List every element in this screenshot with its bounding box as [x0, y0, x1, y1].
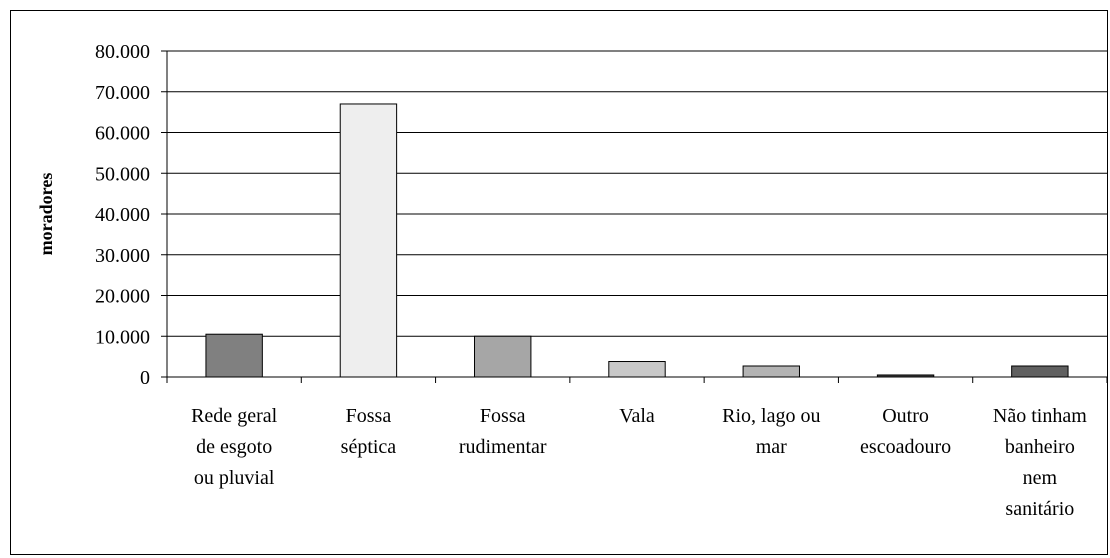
y-tick-label: 30.000: [95, 245, 150, 267]
y-tick-label: 40.000: [95, 204, 150, 226]
bar: [608, 361, 666, 378]
y-tick-label: 60.000: [95, 123, 150, 145]
y-tick-label: 10.000: [95, 326, 150, 348]
x-tick-label: Fossa: [346, 405, 392, 427]
x-tick-label: banheiro: [1005, 436, 1075, 458]
y-axis-label: moradores: [36, 173, 56, 256]
x-tick-label: nem: [1023, 467, 1058, 489]
x-tick-label: de esgoto: [196, 436, 272, 458]
x-tick-label: Rede geral: [191, 405, 278, 427]
bar: [339, 103, 398, 378]
y-tick-label: 70.000: [95, 82, 150, 104]
x-tick-label: Rio, lago ou: [722, 405, 820, 427]
x-tick-label: Fossa: [480, 405, 526, 427]
bar: [205, 333, 263, 378]
x-tick-label: ou pluvial: [194, 467, 275, 489]
x-tick-label: Vala: [619, 405, 655, 427]
x-tick-label: Não tinham: [993, 405, 1087, 427]
x-tick-label: mar: [756, 436, 787, 458]
chart-frame: [10, 10, 1108, 555]
y-tick-label: 50.000: [95, 163, 150, 185]
x-tick-label: escoadouro: [860, 436, 951, 458]
x-tick-label: séptica: [341, 436, 397, 458]
y-tick-label: 80.000: [95, 41, 150, 63]
bar: [474, 335, 532, 378]
y-tick-label: 20.000: [95, 286, 150, 308]
x-tick-label: sanitário: [1005, 498, 1074, 520]
bar: [1011, 365, 1069, 378]
x-tick-label: Outro: [882, 405, 929, 427]
bar: [742, 365, 800, 378]
y-tick-label: 0: [140, 367, 150, 389]
x-tick-label: rudimentar: [459, 436, 547, 458]
